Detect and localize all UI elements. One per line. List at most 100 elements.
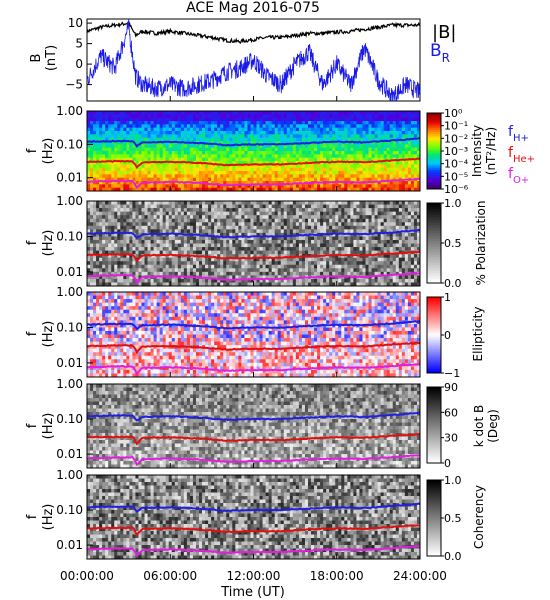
spectrogram-cell [259,282,263,287]
spectrogram-cell [174,243,179,248]
spectrogram-cell [283,171,288,175]
spectrogram-cell [150,117,154,122]
spectrogram-cell [386,141,391,145]
spectrogram-cell [268,161,273,165]
spectrogram-cell [250,232,254,237]
spectrogram-cell [268,204,273,209]
spectrogram-cell [353,134,357,139]
spectrogram-cell [307,127,312,132]
spectrogram-cell [301,204,306,209]
spectrogram-cell [114,154,118,159]
spectrogram-cell [271,144,276,149]
spectrogram-cell [189,151,194,155]
spectrogram-cell [226,236,230,241]
spectrogram-cell [90,264,94,269]
spectrogram-cell [147,257,151,262]
spectrogram-cell [274,164,279,169]
spectrogram-cell [283,167,288,172]
spectrogram-cell [359,208,363,213]
spectrogram-cell [138,264,142,269]
spectrogram-cell [214,177,218,182]
spectrogram-cell [301,131,306,135]
spectrogram-cell [120,134,124,139]
spectrogram-cell [165,174,170,179]
spectrogram-cell [301,127,306,132]
spectrogram-cell [144,261,148,266]
spectrogram-cell [326,201,330,205]
spectrogram-cell [232,111,236,115]
spectrogram-cell [223,137,227,142]
spectrogram-cell [250,239,254,244]
spectrogram-cell [326,215,330,220]
spectrogram-cell [147,201,151,205]
field-lines [86,19,421,102]
spectrogram-cell [180,167,185,172]
spectrogram-cell [341,137,345,142]
spectrogram-cell [304,264,309,269]
colorbar-tick-label: 10⁻² [444,132,468,145]
spectrogram-cell [114,114,118,119]
spectrogram-cell [232,229,236,234]
spectrogram-cell [202,229,206,234]
spectrogram-cell [241,137,245,142]
spectrogram-cell [304,250,309,255]
spectrogram-cell [280,141,285,145]
spectrogram-cell [271,121,276,125]
spectrogram-cell [368,157,372,162]
spectrogram-cell [183,271,188,276]
spectrogram-cell [220,127,224,132]
spectrogram-cell [226,171,230,175]
spectrogram-cell [259,144,263,149]
spectrogram-cell [292,247,297,251]
spectrogram-cell [117,154,121,159]
spectrogram-cell [108,268,112,273]
spectrogram-cell [280,215,285,220]
spectrogram-cell [195,127,200,132]
spectrogram-cell [338,243,342,248]
spectrogram-cell [398,161,403,165]
spectrogram-cell [120,232,124,237]
spectrogram-cell [350,147,354,152]
spectrogram-cell [235,232,239,237]
spectrogram-cell [220,268,224,273]
spectrogram-cell [214,167,218,172]
spectrogram-cell [259,154,263,159]
spectrogram-cell [362,144,366,149]
spectrogram-cell [96,124,100,129]
spectrogram-cell [359,144,363,149]
spectrogram-cell [356,127,360,132]
spectrogram-cell [195,187,200,192]
spectrogram-cell [156,239,161,244]
spectrogram-cell [138,236,142,241]
spectrogram-cell [298,167,303,172]
spectrogram-cell [205,184,209,189]
spectrogram-cell [401,154,406,159]
spectrogram-cell [347,164,351,169]
spectrogram-cell [174,250,179,255]
spectrogram-cell [111,154,115,159]
spectrogram-cell [93,177,97,182]
spectrogram-cell [335,177,339,182]
spectrogram-cell [120,167,124,172]
spectrogram-cell [298,154,303,159]
spectrogram-cell [326,250,330,255]
spectrogram-cell [395,167,400,172]
spectrogram-cell [356,171,360,175]
spectrogram-cell [274,254,279,259]
spectrogram-cell [398,181,403,185]
spectrogram-cell [159,261,164,266]
spectrogram-cell [126,151,130,155]
spectrogram-cell [120,164,124,169]
spectrogram-cell [180,124,185,129]
spectrogram-cell [320,201,324,205]
spectrogram-cell [214,117,218,122]
spectrogram-cell [268,171,273,175]
spectrogram-cell [283,144,288,149]
spectrogram-cell [407,117,412,122]
spectrogram-cell [205,278,209,283]
spectrogram-cell [117,282,121,287]
spectrogram-cell [114,282,118,287]
spectrogram-cell [150,271,154,276]
spectrogram-cell [205,232,209,237]
spectrogram-cell [90,147,94,152]
